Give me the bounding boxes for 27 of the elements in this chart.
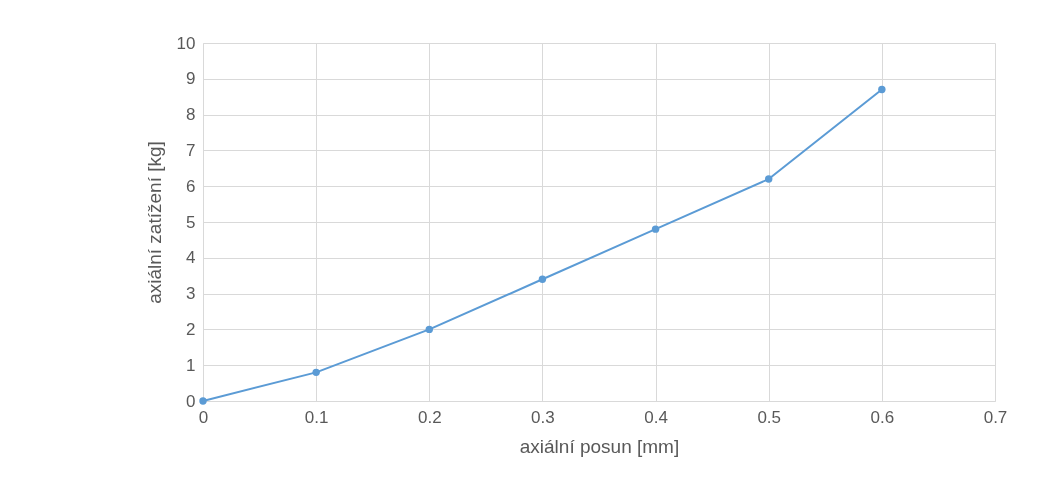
point xyxy=(199,397,207,405)
y-tick-label: 0 xyxy=(186,391,196,411)
x-tick-label: 0.7 xyxy=(983,407,1008,427)
point xyxy=(765,175,773,183)
y-tick-label: 2 xyxy=(186,319,196,339)
y-tick-label: 5 xyxy=(186,212,196,232)
x-tick-label: 0.3 xyxy=(531,407,555,427)
x-tick-label: 0.1 xyxy=(304,407,329,427)
x-tick-label: 0.4 xyxy=(644,407,668,427)
x-tick-label: 0.5 xyxy=(757,407,782,427)
x-axis-title: axiální posun [mm] xyxy=(519,435,680,457)
y-tick-label: 9 xyxy=(186,69,196,89)
y-tick-label: 4 xyxy=(186,248,196,268)
x-tick-label: 0.2 xyxy=(417,407,442,427)
y-tick-label: 8 xyxy=(186,105,196,125)
y-axis-title: axiální zatížení [kg] xyxy=(143,141,165,304)
point xyxy=(651,225,660,233)
y-tick-label: 6 xyxy=(186,176,196,196)
y-tick-label: 3 xyxy=(186,284,196,304)
y-tick-label: 10 xyxy=(176,33,196,53)
x-tick-label: 0.6 xyxy=(870,407,895,427)
y-tick-label: 7 xyxy=(186,140,196,160)
point xyxy=(878,85,886,94)
point xyxy=(425,325,433,334)
y-tick-label: 1 xyxy=(186,355,196,375)
point xyxy=(538,275,547,283)
point xyxy=(312,368,320,377)
